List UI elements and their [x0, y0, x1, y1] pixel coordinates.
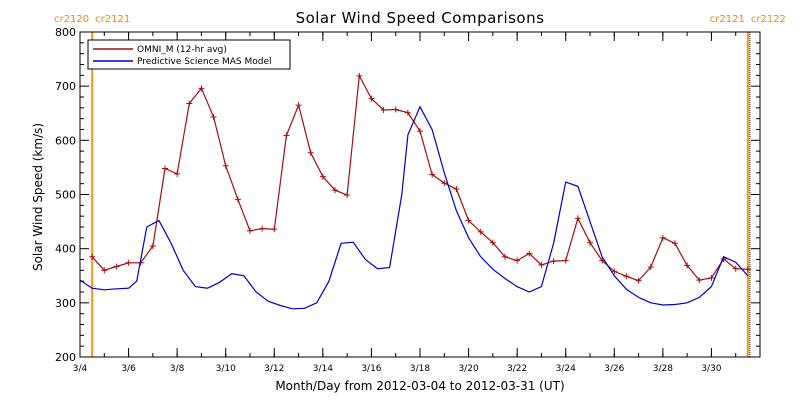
data-point: [186, 100, 193, 107]
data-point: [744, 266, 751, 273]
data-point: [101, 267, 108, 274]
data-point: [149, 242, 156, 249]
rotation-label-right: cr2121: [95, 14, 130, 25]
data-point: [210, 114, 217, 121]
y-axis-label: Solar Wind Speed (km/s): [31, 123, 45, 271]
x-tick-label: 3/20: [458, 364, 478, 374]
data-point: [356, 72, 363, 79]
data-point: [526, 250, 533, 257]
data-point: [125, 259, 132, 266]
data-point: [708, 274, 715, 281]
legend-entry: Predictive Science MAS Model: [137, 57, 272, 67]
data-point: [295, 102, 302, 109]
y-tick-label: 500: [55, 189, 76, 202]
x-tick-label: 3/8: [170, 364, 185, 374]
data-point: [307, 149, 314, 156]
series-line-1: [79, 105, 749, 310]
data-point: [502, 253, 508, 260]
data-point: [283, 132, 290, 139]
data-point: [635, 277, 642, 284]
data-point: [477, 228, 484, 235]
x-tick-label: 3/30: [701, 364, 721, 374]
data-point: [696, 277, 703, 284]
data-point: [222, 162, 229, 169]
data-point: [441, 180, 448, 187]
data-point: [611, 268, 618, 275]
y-tick-label: 400: [55, 243, 76, 256]
data-point: [453, 186, 460, 193]
x-tick-label: 3/12: [264, 364, 284, 374]
data-point: [587, 239, 593, 246]
data-point: [465, 217, 472, 224]
data-point: [247, 227, 253, 234]
data-point: [562, 257, 569, 264]
data-point: [368, 95, 375, 102]
data-point: [113, 263, 120, 270]
data-point: [417, 128, 423, 135]
y-tick-label: 200: [55, 351, 76, 364]
legend-entry: OMNI_M (12-hr avg): [137, 45, 227, 55]
data-point: [514, 257, 521, 264]
y-tick-label: 700: [55, 80, 76, 93]
data-point: [174, 170, 181, 177]
data-point: [574, 215, 581, 222]
data-point: [489, 239, 496, 246]
x-tick-label: 3/18: [410, 364, 430, 374]
data-point: [404, 109, 411, 116]
x-tick-label: 3/14: [313, 364, 333, 374]
x-tick-label: 3/24: [556, 364, 576, 374]
x-tick-label: 3/6: [121, 364, 136, 374]
data-point: [332, 187, 338, 194]
data-point: [623, 273, 630, 280]
x-tick-label: 3/16: [361, 364, 381, 374]
x-tick-label: 3/28: [653, 364, 673, 374]
data-point: [198, 85, 205, 92]
rotation-label-left: cr2121: [710, 14, 745, 25]
data-point: [319, 173, 326, 180]
data-point: [550, 258, 557, 265]
x-tick-label: 3/22: [507, 364, 527, 374]
data-point: [672, 240, 678, 247]
x-axis-label: Month/Day from 2012-03-04 to 2012-03-31 …: [275, 379, 564, 393]
data-point: [380, 107, 387, 113]
rotation-label-right: cr2122: [751, 14, 786, 25]
data-point: [538, 261, 545, 268]
data-point: [732, 265, 739, 272]
plot-frame: [79, 31, 761, 358]
y-tick-label: 800: [55, 26, 76, 39]
data-point: [344, 192, 351, 199]
data-point: [234, 196, 241, 203]
chart-title: Solar Wind Speed Comparisons: [296, 9, 545, 27]
x-tick-label: 3/26: [604, 364, 624, 374]
data-point: [392, 106, 399, 113]
data-point: [429, 171, 436, 178]
rotation-label-left: cr2120: [54, 14, 89, 25]
data-point: [684, 262, 691, 269]
y-tick-label: 600: [55, 134, 76, 147]
x-tick-label: 3/4: [73, 364, 88, 374]
data-point: [162, 165, 168, 172]
data-point: [259, 225, 266, 232]
data-point: [89, 253, 96, 260]
data-point: [647, 264, 654, 271]
x-tick-label: 3/10: [216, 364, 236, 374]
data-point: [271, 226, 278, 233]
data-point: [659, 234, 666, 241]
y-tick-label: 300: [55, 297, 76, 310]
legend-box: [87, 39, 291, 70]
